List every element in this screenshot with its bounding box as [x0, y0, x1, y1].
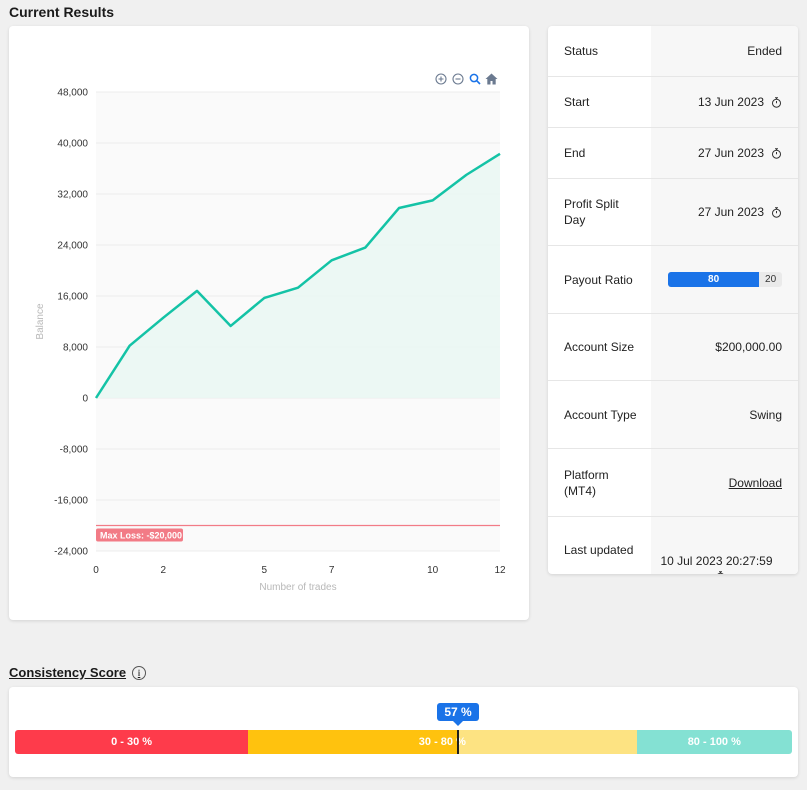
home-icon[interactable]: [485, 72, 498, 85]
stopwatch-icon: [772, 96, 781, 108]
balance-line: [94, 152, 501, 399]
payout-ratio-bar: 80 20: [668, 272, 782, 287]
download-link[interactable]: Download: [728, 475, 782, 490]
y-tick-label: 24,000: [57, 241, 88, 252]
balance-chart-card: 48,000 40,000 32,000 24,000 16,000 8,000 0 -8,0…: [9, 26, 529, 620]
account-type-label: Account Type: [564, 407, 637, 422]
y-tick-label: 40,000: [57, 139, 88, 150]
y-tick-label: 0: [82, 394, 88, 405]
end-value: 27 Jun 2023: [697, 146, 764, 160]
payout-trader-share: 80: [668, 272, 760, 287]
account-type-row: Account Type Swing: [548, 381, 798, 449]
info-icon[interactable]: i: [132, 665, 147, 680]
y-tick-label: -8,000: [60, 445, 89, 456]
x-tick-label: 12: [494, 565, 506, 576]
consistency-score-bar: 0 - 30 % 30 - 80 % 80 - 100 %: [15, 730, 792, 754]
x-tick-label: 7: [329, 565, 335, 576]
consistency-score-label: Consistency Score: [9, 665, 127, 680]
score-segment: 30 - 80 %: [248, 730, 637, 754]
score-segment: 0 - 30 %: [15, 730, 249, 754]
status-label: Status: [564, 44, 599, 58]
x-axis-title: Number of trades: [259, 582, 336, 593]
y-tick-label: 16,000: [57, 292, 88, 303]
status-row: Status Ended: [548, 26, 798, 77]
x-tick-label: 2: [161, 565, 167, 576]
zoom-out-icon[interactable]: [451, 72, 464, 85]
last-updated-row: Last updated 10 Jul 2023 20:27:59: [548, 517, 798, 574]
status-value: Ended: [651, 26, 798, 76]
balance-chart: 48,000 40,000 32,000 24,000 16,000 8,000 0 -8,0…: [35, 88, 506, 594]
profit-split-row: Profit Split Day 27 Jun 2023: [548, 179, 798, 246]
score-segment: 80 - 100 %: [636, 730, 792, 754]
payout-ratio-row: Payout Ratio 80 20: [548, 246, 798, 314]
chart-toolbar: [434, 72, 498, 85]
stopwatch-icon: [716, 571, 724, 574]
account-size-row: Account Size $200,000.00: [548, 314, 798, 381]
stopwatch-icon: [772, 206, 781, 218]
score-badge: 57 %: [437, 703, 479, 726]
max-loss-label-bg: [96, 528, 183, 542]
consistency-score-card: 0 - 30 % 30 - 80 % 80 - 100 % 57 %: [9, 687, 798, 777]
x-tick-label: 10: [427, 565, 439, 576]
platform-label: Platform (MT4): [564, 467, 609, 498]
consistency-score-title[interactable]: Consistency Score i: [9, 665, 147, 680]
y-tick-label: -16,000: [54, 496, 88, 507]
x-tick-label: 5: [262, 565, 268, 576]
payout-firm-share: 20: [765, 274, 777, 285]
profit-split-value: 27 Jun 2023: [697, 205, 764, 219]
zoom-in-icon[interactable]: [434, 72, 447, 85]
last-updated-label: Last updated: [564, 542, 634, 557]
platform-row: Platform (MT4) Download: [548, 449, 798, 517]
y-tick-label: 48,000: [57, 88, 88, 99]
account-size-value: $200,000.00: [651, 314, 798, 380]
x-tick-label: 0: [93, 565, 99, 576]
page-title: Current Results: [9, 4, 115, 20]
y-axis-title: Balance: [35, 303, 46, 340]
magnify-icon[interactable]: [468, 72, 481, 85]
start-row: Start 13 Jun 2023: [548, 77, 798, 128]
last-updated-value: 10 Jul 2023 20:27:59: [660, 554, 773, 568]
account-type-value: Swing: [651, 381, 798, 448]
stopwatch-icon: [772, 147, 781, 159]
end-label: End: [564, 146, 586, 160]
max-loss-label: Max Loss: -$20,000: [100, 531, 182, 541]
y-tick-label: 8,000: [63, 343, 88, 354]
score-marker-line: [456, 730, 459, 754]
profit-split-label: Profit Split Day: [564, 197, 619, 227]
account-size-label: Account Size: [564, 340, 635, 354]
account-info-panel: Status Ended Start 13 Jun 2023 End 27 Ju…: [548, 26, 798, 574]
payout-ratio-label: Payout Ratio: [564, 272, 633, 287]
y-tick-label: -24,000: [54, 547, 88, 558]
balance-area-fill: [96, 153, 500, 398]
end-row: End 27 Jun 2023: [548, 128, 798, 179]
start-label: Start: [564, 95, 590, 109]
start-value: 13 Jun 2023: [697, 95, 764, 109]
y-tick-label: 32,000: [57, 190, 88, 201]
